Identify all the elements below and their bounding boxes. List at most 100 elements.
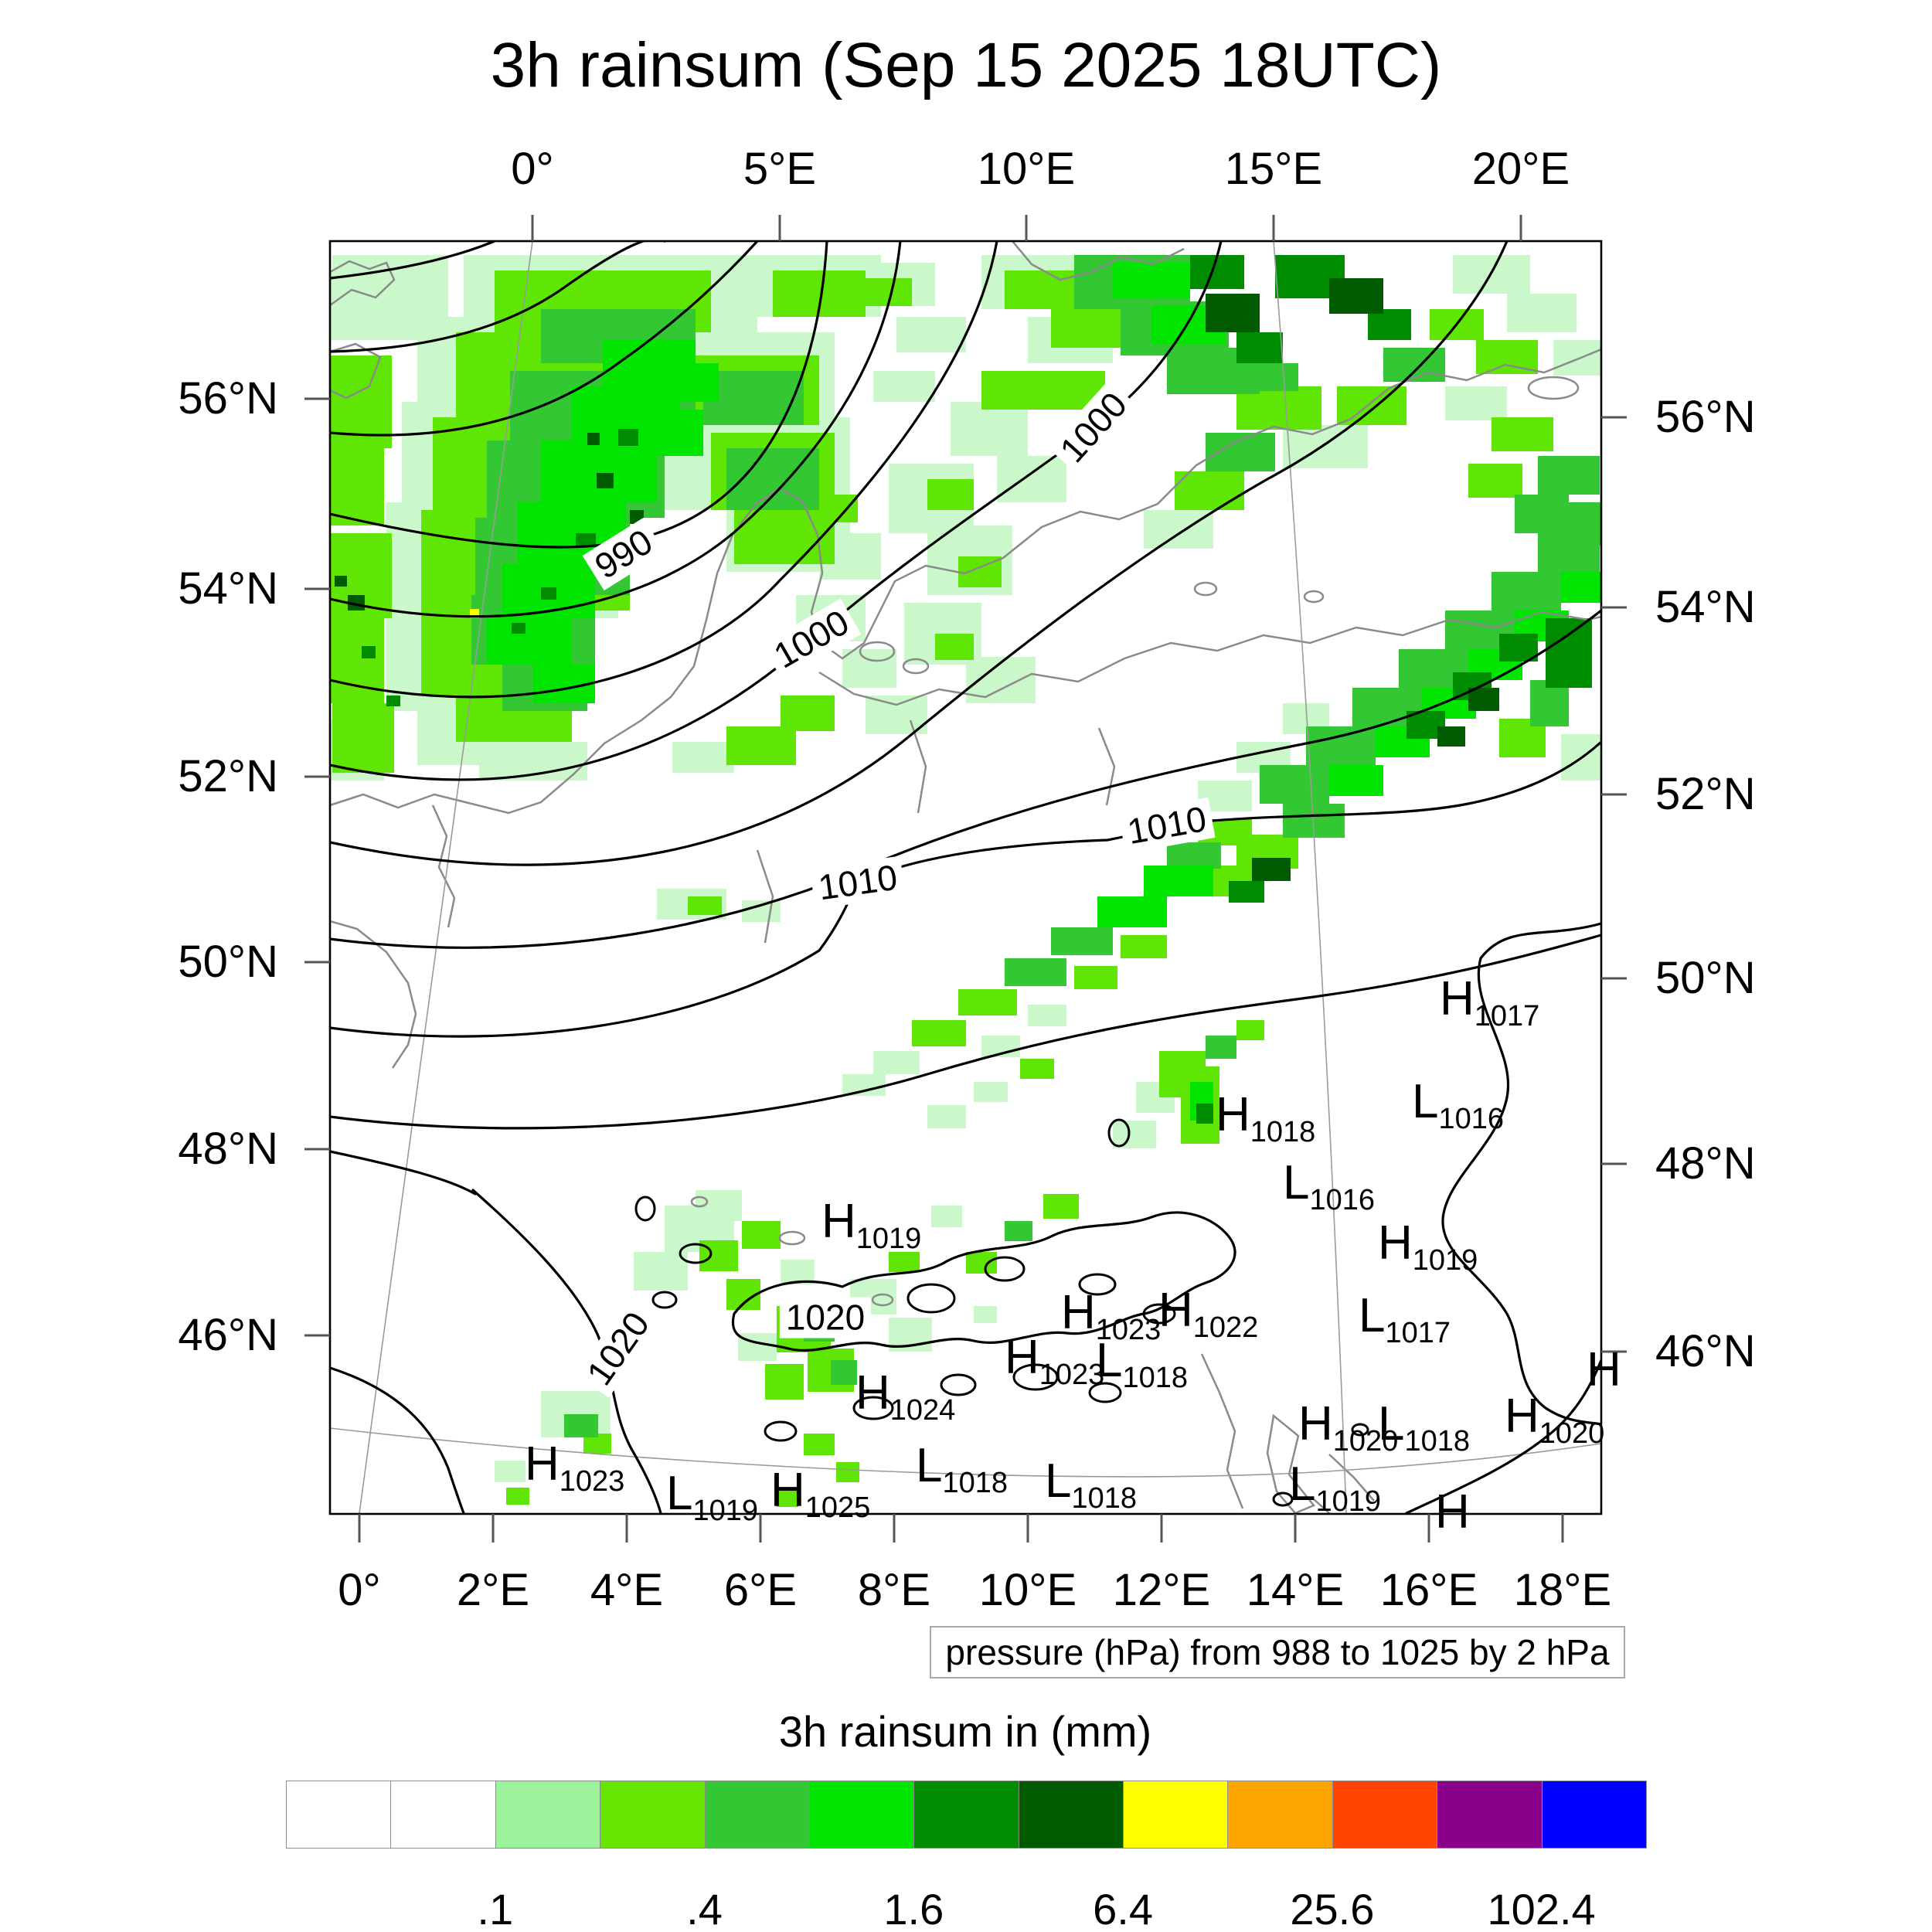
pressure-contour-loop (1107, 1118, 1131, 1148)
pressure-contour (330, 241, 1509, 866)
pressure-marker-letter: H (1378, 1216, 1413, 1270)
rain-cell (587, 433, 600, 445)
rain-cell (1051, 927, 1113, 955)
pressure-marker-value: 1023 (1039, 1359, 1105, 1391)
pressure-marker-low: L1018 (1045, 1458, 1137, 1514)
pressure-marker-letter: L (1378, 1397, 1405, 1451)
rain-cell (618, 429, 638, 446)
rain-cell (974, 1306, 997, 1323)
rain-cell (1113, 1121, 1156, 1148)
colorbar-cell (704, 1781, 810, 1849)
left-axis-label: 50°N (178, 937, 278, 987)
pressure-marker-letter: H (821, 1195, 856, 1248)
coastline (330, 260, 396, 307)
pressure-marker-letter: H (525, 1437, 560, 1491)
rain-cell (1206, 1036, 1236, 1059)
pressure-contour (330, 241, 828, 549)
colorbar-cell (1332, 1781, 1438, 1849)
coastline-island (902, 658, 930, 675)
pressure-contour-loop (1272, 1492, 1294, 1507)
rain-cell (1252, 858, 1291, 881)
rain-cell (1020, 1059, 1054, 1079)
rain-cell (1236, 1020, 1264, 1040)
rain-cell (966, 1252, 997, 1274)
rain-cell (672, 742, 734, 773)
pressure-marker-high: H1018 (1216, 1091, 1315, 1148)
rain-cell (912, 1020, 966, 1046)
pressure-marker-value: 1017 (1474, 1000, 1540, 1032)
colorbar-cell (1437, 1781, 1543, 1849)
pressure-marker-value: 1020 (1332, 1425, 1399, 1458)
rain-cell (1229, 881, 1264, 903)
rain-cell (804, 1434, 835, 1455)
rain-cell (1329, 278, 1383, 314)
top-axis-label: 20°E (1471, 144, 1570, 194)
bottom-axis-label: 18°E (1513, 1565, 1612, 1615)
rain-cell (688, 896, 722, 915)
rain-cell (1306, 726, 1376, 765)
rain-cell (330, 270, 384, 340)
colorbar-tick-label: 6.4 (1093, 1885, 1153, 1932)
pressure-marker-high: H (1435, 1488, 1470, 1536)
pressure-legend-note: pressure (hPa) from 988 to 1025 by 2 hPa (930, 1626, 1625, 1679)
chart-title: 3h rainsum (Sep 15 2025 18UTC) (490, 30, 1442, 100)
rain-cell (1445, 386, 1507, 420)
coastline (1328, 1454, 1375, 1502)
pressure-marker-high: H1020 (1298, 1397, 1398, 1457)
rain-cell (1437, 726, 1465, 747)
pressure-contour (330, 241, 666, 353)
pressure-contour (330, 609, 1601, 949)
rain-cell (1260, 765, 1329, 804)
rain-cell (858, 278, 912, 306)
pressure-marker-value: 1017 (1385, 1317, 1451, 1349)
rain-cell (362, 646, 376, 658)
pressure-contour (330, 241, 998, 699)
pressure-marker-low: L1016 (1412, 1078, 1504, 1134)
colorbar-cell (1018, 1781, 1124, 1849)
rain-cell (842, 1074, 886, 1096)
rain-cell (1097, 896, 1167, 927)
pressure-marker-value: 1023 (559, 1465, 625, 1498)
rain-cell (1190, 255, 1244, 289)
right-axis-label: 52°N (1655, 769, 1756, 819)
rain-cell (1121, 935, 1167, 958)
pressure-contour (330, 241, 496, 280)
rain-cell (831, 1360, 857, 1385)
rain-cell (487, 618, 572, 665)
rain-cell (726, 726, 796, 765)
pressure-marker-value: 1016 (1438, 1103, 1505, 1135)
pressure-marker-high: H1020 (1505, 1393, 1604, 1449)
rain-cell (703, 371, 804, 425)
rain-cell (1553, 340, 1601, 376)
top-axis-label: 10°E (977, 144, 1076, 194)
pressure-contour-loop (984, 1256, 1026, 1282)
pressure-marker-high: H1017 (1440, 975, 1539, 1032)
coastline (431, 804, 456, 928)
rain-cell (512, 623, 526, 634)
rain-cell (1005, 1221, 1032, 1241)
bottom-axis-label: 10°E (978, 1565, 1077, 1615)
rain-cell (842, 649, 896, 688)
left-axis-label: 46°N (178, 1310, 278, 1360)
rain-cell (1538, 456, 1600, 495)
pressure-marker-high: H1022 (1158, 1287, 1258, 1343)
colorbar-title: 3h rainsum in (mm) (778, 1707, 1152, 1756)
pressure-marker-letter: H (1298, 1397, 1333, 1451)
rain-cell (1005, 958, 1066, 986)
rain-cell (1329, 765, 1383, 796)
coastline-island (778, 1230, 806, 1246)
rain-cell (777, 1490, 798, 1507)
pressure-marker-value: 1023 (1095, 1314, 1162, 1346)
pressure-marker-letter: L (1283, 1156, 1310, 1209)
pressure-contour-loop (1088, 1382, 1122, 1403)
pressure-marker-value: 1025 (804, 1492, 871, 1524)
coastline-island (859, 641, 896, 662)
left-axis-label: 56°N (178, 373, 278, 423)
rain-cell (742, 900, 781, 922)
pressure-marker-letter: H (1505, 1389, 1539, 1443)
bottom-axis-label: 2°E (456, 1565, 530, 1615)
rain-cell (1383, 348, 1445, 382)
colorbar (286, 1781, 1647, 1849)
right-axis-label: 48°N (1655, 1138, 1756, 1189)
